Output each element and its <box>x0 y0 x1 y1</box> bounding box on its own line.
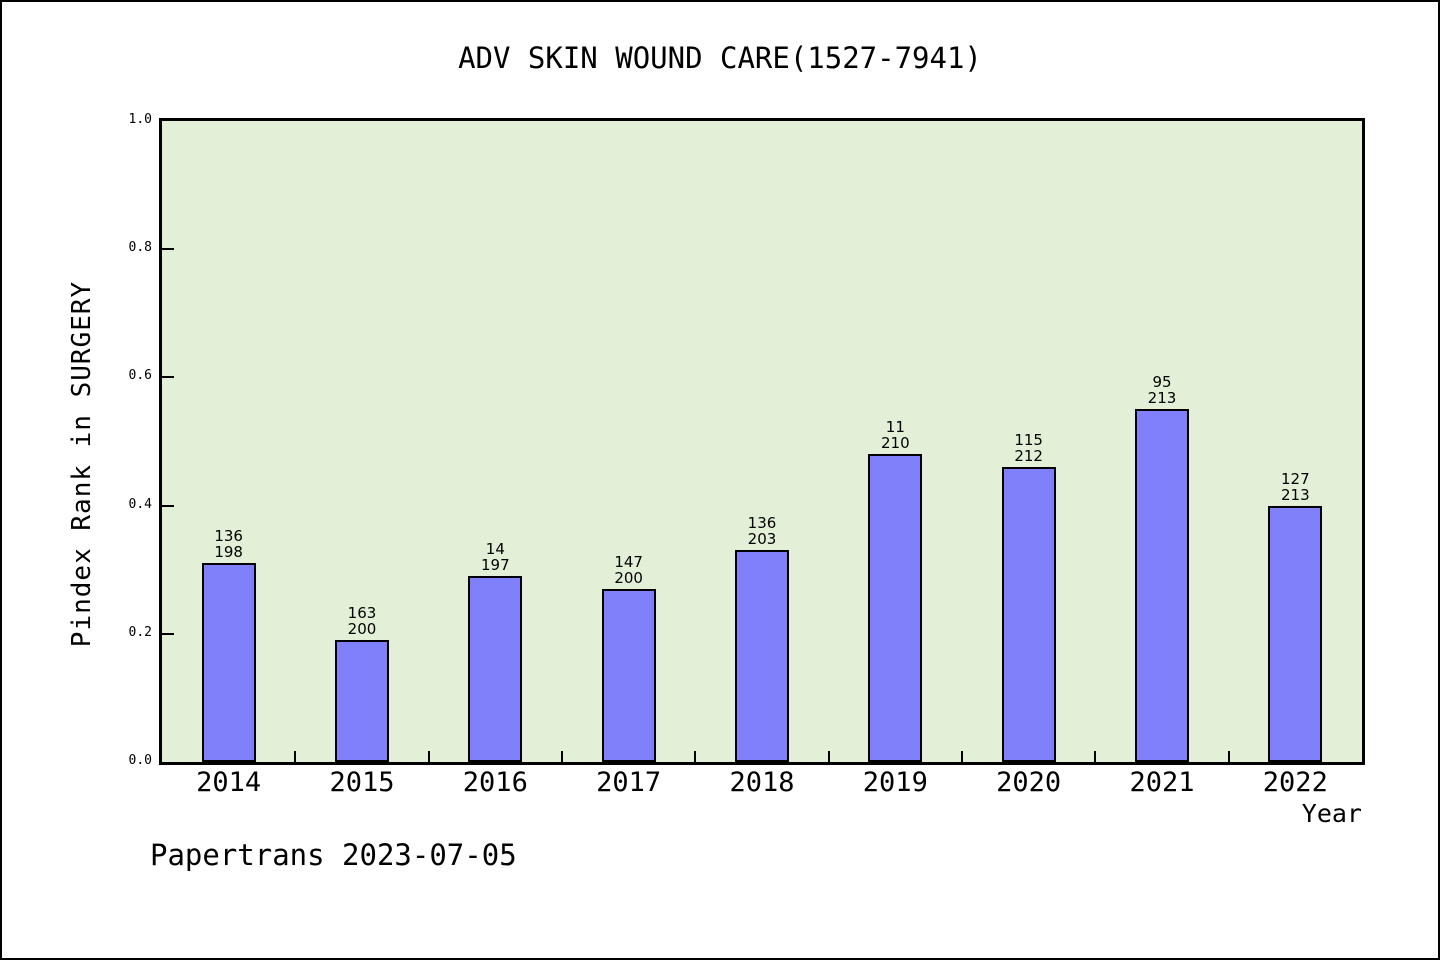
bar-2021 <box>1135 409 1189 762</box>
bar-value-label-2019: 11 210 <box>835 419 955 451</box>
y-tick-mark <box>162 248 174 251</box>
bar-value-line: 213 <box>1281 486 1310 504</box>
x-tick-label-2021: 2021 <box>1129 767 1195 798</box>
bar-value-line: 200 <box>614 569 643 587</box>
bar-2015 <box>335 640 389 762</box>
x-tick-mark <box>694 751 697 762</box>
x-tick-label-2020: 2020 <box>996 767 1062 798</box>
bar-value-line: 212 <box>1014 447 1043 465</box>
x-axis-label: Year <box>1301 799 1362 828</box>
bar-value-label-2016: 14 197 <box>435 541 555 573</box>
bar-value-label-2020: 115 212 <box>969 432 1089 464</box>
bar-value-label-2014: 136 198 <box>169 528 289 560</box>
bar-value-line: 200 <box>347 620 377 638</box>
bar-value-line: 136 <box>214 527 243 545</box>
bar-value-label-2021: 95 213 <box>1102 374 1222 406</box>
y-tick-label-0.6: 0.6 <box>128 368 152 384</box>
x-tick-label-2015: 2015 <box>329 767 395 798</box>
plot-area: 136 198 163 200 14 197 147 200 136 203 11 210 115 212… <box>159 118 1365 765</box>
y-tick-label-0.2: 0.2 <box>128 624 152 640</box>
x-tick-mark <box>294 751 297 762</box>
y-tick-label-1.0: 1.0 <box>128 112 152 127</box>
bar-2014 <box>201 563 256 762</box>
bar-2017 <box>601 589 656 762</box>
y-tick-mark <box>162 504 174 507</box>
x-tick-label-2016: 2016 <box>462 767 528 798</box>
x-tick-label-2017: 2017 <box>596 767 662 798</box>
x-tick-label-2022: 2022 <box>1262 767 1328 798</box>
bar-value-line: 11 <box>885 418 905 436</box>
x-tick-label-2014: 2014 <box>196 767 262 798</box>
chart-title: ADV SKIN WOUND CARE(1527-7941) <box>458 41 982 75</box>
bar-value-line: 198 <box>214 543 243 561</box>
bar-value-line: 210 <box>881 434 910 452</box>
x-tick-mark <box>1094 751 1097 762</box>
footer-text: Papertrans 2023-07-05 <box>150 838 517 872</box>
bar-value-label-2018: 136 203 <box>702 515 822 547</box>
bar-2020 <box>1001 467 1056 762</box>
y-tick-mark <box>162 632 174 635</box>
y-tick-label-0.4: 0.4 <box>128 496 152 512</box>
bar-value-line: 95 <box>1152 373 1172 391</box>
y-tick-mark <box>162 376 174 379</box>
x-tick-label-2018: 2018 <box>729 767 795 798</box>
bar-2022 <box>1268 506 1323 762</box>
bar-value-line: 163 <box>347 604 377 622</box>
bar-2018 <box>735 550 789 762</box>
bar-value-line: 203 <box>747 530 777 548</box>
bar-value-line: 115 <box>1014 431 1043 449</box>
y-axis-label: Pindex Rank in SURGERY <box>67 280 97 648</box>
bar-value-line: 197 <box>481 556 510 574</box>
x-tick-mark <box>561 751 563 762</box>
bar-value-line: 213 <box>1147 389 1177 407</box>
bar-2019 <box>868 454 923 762</box>
bar-value-label-2022: 127 213 <box>1235 471 1355 503</box>
bar-value-line: 147 <box>614 553 643 571</box>
x-tick-mark <box>961 751 963 762</box>
x-tick-mark <box>1227 751 1230 762</box>
x-tick-mark <box>827 751 830 762</box>
bar-2016 <box>468 576 523 762</box>
bar-value-line: 136 <box>747 514 777 532</box>
bar-value-line: 14 <box>485 540 505 558</box>
bar-value-label-2017: 147 200 <box>569 554 689 586</box>
y-tick-label-0.8: 0.8 <box>128 240 152 256</box>
x-tick-mark <box>427 751 430 762</box>
x-tick-label-2019: 2019 <box>862 767 928 798</box>
bar-value-label-2015: 163 200 <box>302 605 422 637</box>
y-tick-label-0.0: 0.0 <box>128 753 152 768</box>
bar-value-line: 127 <box>1281 470 1310 488</box>
